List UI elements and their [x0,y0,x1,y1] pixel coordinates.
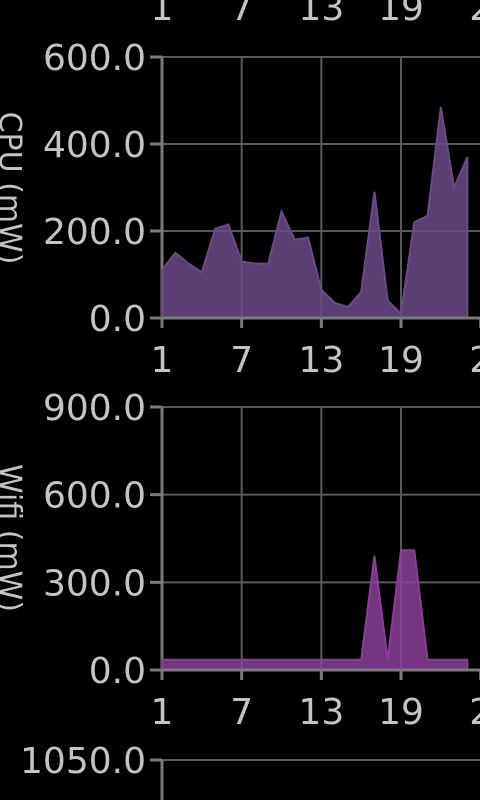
data-point [360,291,362,293]
y-tick-label: 1050.0 [20,741,146,782]
x-tick-label: 1 [151,692,174,733]
data-point [466,659,468,661]
data-point [373,555,375,557]
data-point [267,263,269,265]
data-point [427,215,429,217]
area-series [161,549,469,671]
data-point [188,659,190,661]
data-point [387,659,389,661]
data-point [453,659,455,661]
y-tick-label: 600.0 [43,476,146,517]
data-point [241,260,243,262]
data-point [347,659,349,661]
data-point [280,659,282,661]
y-tick-label: 600.0 [43,38,146,79]
top-x-tick-label: 1 [151,0,174,29]
data-point [241,659,243,661]
x-tick-label: 7 [230,340,253,381]
data-point [427,659,429,661]
x-tick-label: 7 [230,692,253,733]
data-point [201,659,203,661]
data-point [373,191,375,193]
data-point [174,659,176,661]
data-point [267,659,269,661]
data-point [307,237,309,239]
data-point [387,300,389,302]
data-point [227,659,229,661]
data-point [413,221,415,223]
y-axis-label: CPU (mW) [0,112,27,265]
data-point [320,289,322,291]
data-point [466,156,468,158]
x-tick-label: 19 [378,692,424,733]
y-tick-label: 0.0 [89,651,146,692]
y-tick-label: 900.0 [43,388,146,429]
data-point [307,659,309,661]
x-tick-label: 13 [298,692,344,733]
x-tick-label: 1 [151,340,174,381]
y-tick-label: 0.0 [89,299,146,340]
data-point [440,106,442,108]
data-point [161,659,163,661]
top-x-tick-label: 7 [230,0,253,29]
data-point [161,269,163,271]
x-tick-label: 13 [298,340,344,381]
top-x-tick-label: 13 [298,0,344,29]
data-point [334,302,336,304]
y-tick-label: 300.0 [43,563,146,604]
data-point [347,306,349,308]
data-point [400,549,402,551]
data-point [400,313,402,315]
top-x-tick-label: 2 [469,0,480,29]
x-tick-label: 2 [469,692,480,733]
data-point [188,263,190,265]
data-point [254,659,256,661]
data-point [360,659,362,661]
y-tick-label: 400.0 [43,125,146,166]
data-point [227,223,229,225]
data-point [294,659,296,661]
data-point [280,210,282,212]
x-tick-label: 19 [378,340,424,381]
data-point [214,659,216,661]
data-point [254,263,256,265]
y-axis-label: Wifi (mW) [0,464,27,612]
data-point [201,271,203,273]
data-point [174,252,176,254]
data-point [440,659,442,661]
y-tick-label: 200.0 [43,212,146,253]
data-point [334,659,336,661]
data-point [320,659,322,661]
top-x-tick-label: 19 [378,0,424,29]
data-point [214,228,216,230]
data-point [294,239,296,241]
x-tick-label: 2 [469,340,480,381]
data-point [413,549,415,551]
data-point [453,187,455,188]
area-series [161,106,469,319]
